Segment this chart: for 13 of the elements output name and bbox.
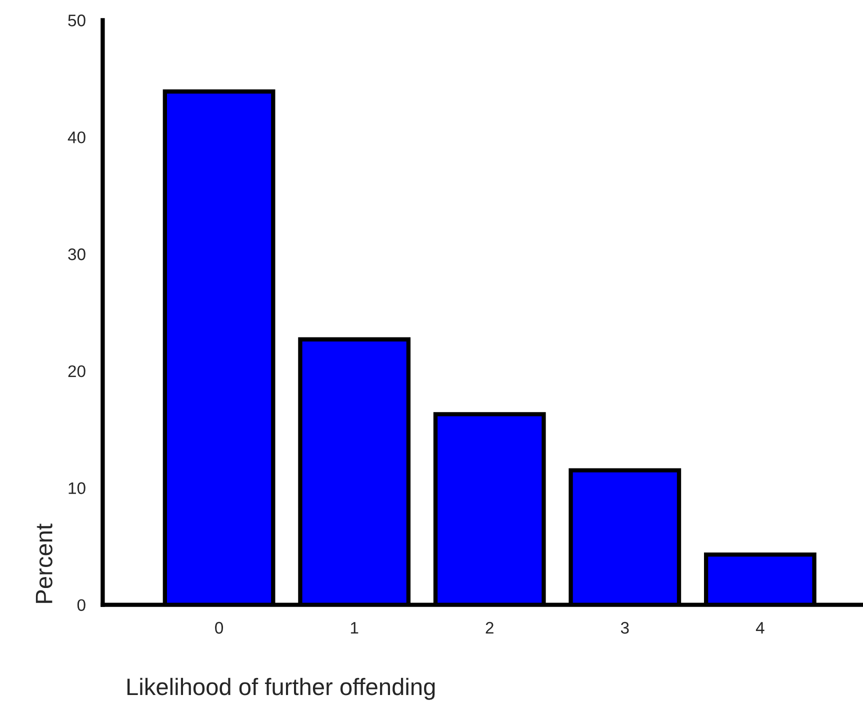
y-tick-label: 40	[68, 131, 86, 144]
y-tick-label: 30	[68, 248, 86, 260]
y-tick-label: 20	[68, 365, 86, 378]
x-axis-title: Likelihood of further offending	[127, 678, 435, 700]
y-axis-title: Percent	[36, 524, 52, 603]
y-tick-label: 0	[77, 599, 86, 612]
y-tick-label: 10	[68, 482, 86, 494]
x-tick-label: 2	[486, 622, 494, 634]
x-tick-label: 4	[756, 622, 764, 634]
y-tick-label: 50	[68, 14, 86, 26]
x-tick-label: 3	[620, 622, 629, 634]
x-tick-label: 0	[215, 622, 224, 634]
x-tick-label: 1	[350, 622, 358, 634]
